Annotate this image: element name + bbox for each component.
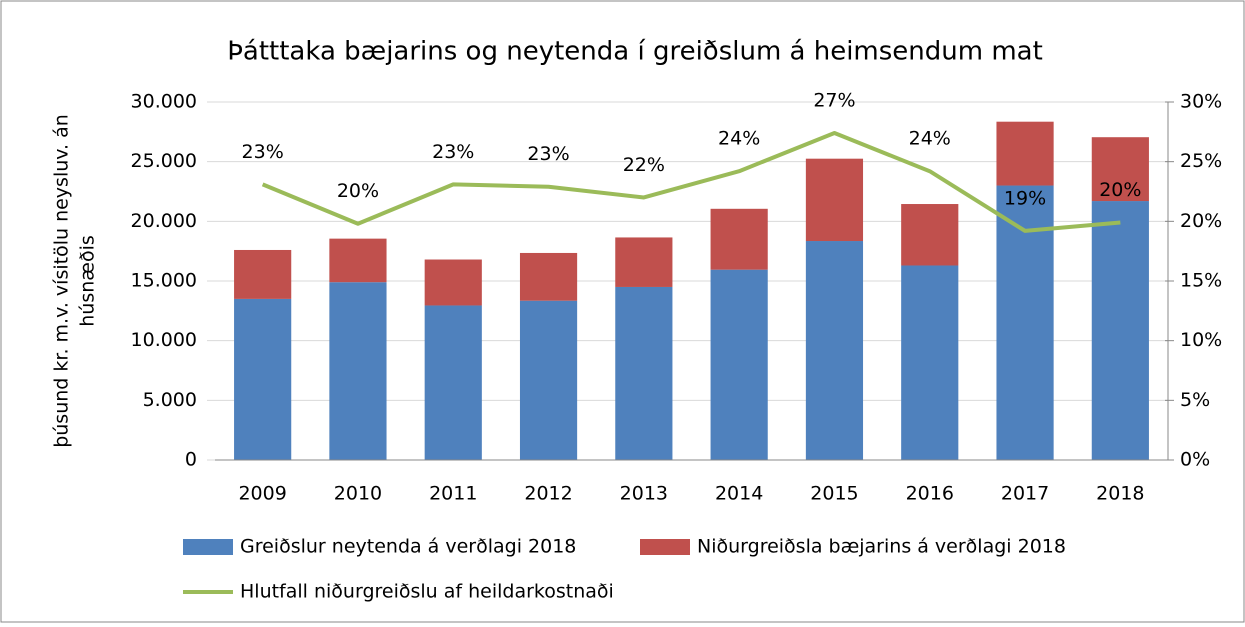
bar [615,237,673,287]
x-tick-label: 2010 [334,483,382,505]
legend-label: Greiðslur neytenda á verðlagi 2018 [240,536,576,558]
bar [710,269,768,460]
y2-tick-label: 25% [1180,150,1222,172]
bar [234,298,292,460]
y2-tick-label: 30% [1180,91,1222,113]
data-label: 23% [432,141,474,163]
y-tick-label: 0 [185,449,197,471]
bar [424,259,482,306]
y2-tick-label: 0% [1180,449,1210,471]
x-tick-label: 2011 [429,483,477,505]
data-label: 23% [527,143,569,165]
bar [519,252,578,301]
x-tick-label: 2015 [810,483,858,505]
y-axis-label-line: þúsund kr. m.v. vísitölu neysluv. án [51,114,73,448]
x-tick-label: 2012 [524,483,572,505]
legend-swatch [640,539,690,555]
bar [615,286,673,460]
line-series [261,131,1121,233]
data-label: 23% [242,141,284,163]
y-tick-label: 20.000 [131,210,197,232]
x-tick-label: 2014 [715,483,763,505]
bar [805,241,864,460]
x-tick-label: 2013 [620,483,668,505]
data-label: 19% [1004,187,1046,209]
x-tick-label: 2018 [1096,483,1144,505]
bar [234,249,292,299]
y2-tick-label: 20% [1180,210,1222,232]
legend-label: Hlutfall niðurgreiðslu af heildarkostnað… [240,581,614,603]
y-axis-label: þúsund kr. m.v. vísitölu neysluv. án hús… [51,114,99,448]
y-tick-label: 25.000 [131,150,197,172]
bar [996,121,1054,186]
bar [1091,201,1149,460]
y2-tick-label: 5% [1180,389,1210,411]
bar [1091,137,1149,202]
bar [519,300,578,460]
y-tick-label: 10.000 [131,329,197,351]
data-label: 24% [909,128,951,150]
legend-label: Niðurgreiðsla bæjarins á verðlagi 2018 [697,536,1066,558]
y-axis-label-line: húsnæðis [77,235,99,326]
chart-title: Þátttaka bæjarins og neytenda í greiðslu… [227,37,1043,67]
y2-tick-label: 15% [1180,270,1222,292]
bar [424,305,482,460]
x-tick-label: 2016 [906,483,954,505]
legend-swatch [183,539,233,555]
y-tick-label: 30.000 [131,91,197,113]
bar [901,204,959,266]
bar [805,158,864,242]
data-label: 24% [718,128,760,150]
bar [901,265,959,460]
x-tick-label: 2009 [238,483,286,505]
y-tick-label: 15.000 [131,270,197,292]
data-label: 20% [1099,179,1141,201]
bar [329,238,387,283]
data-label: 20% [337,180,379,202]
data-label: 27% [813,90,855,112]
y2-tick-label: 10% [1180,329,1222,351]
x-tick-label: 2017 [1001,483,1049,505]
data-label: 22% [623,154,665,176]
bar [710,208,768,270]
y-tick-label: 5.000 [143,389,197,411]
bar [329,282,387,460]
bar [996,185,1054,461]
